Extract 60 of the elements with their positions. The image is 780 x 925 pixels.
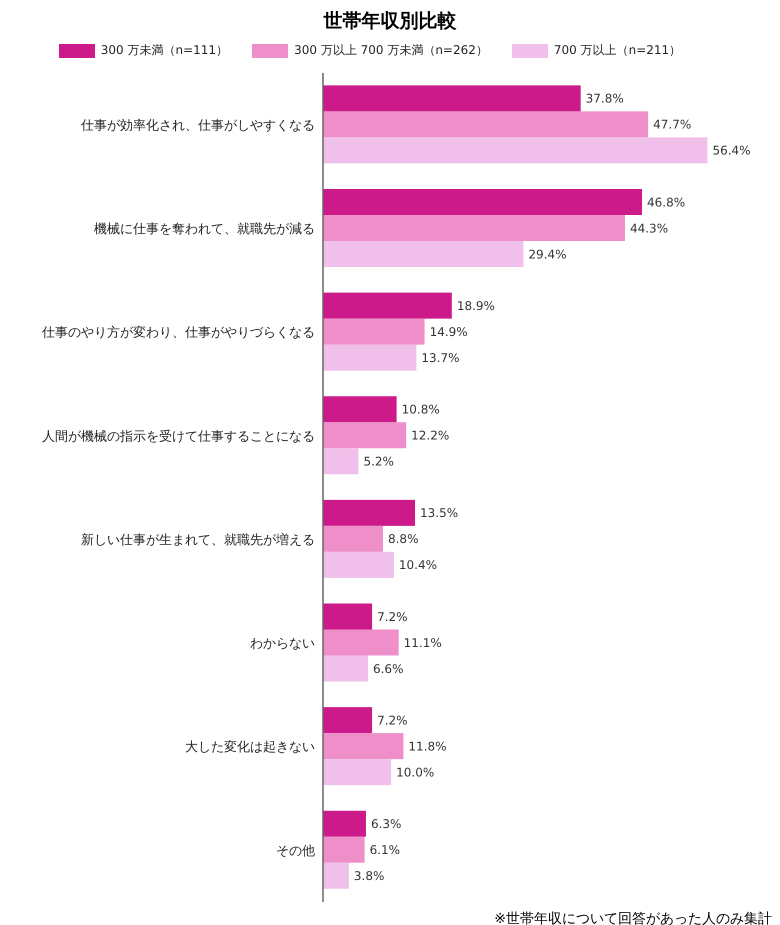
bar [323,396,397,422]
data-label: 56.4% [712,144,751,158]
bar [323,836,365,863]
y-tick-label: 仕事のやり方が変わり、仕事がやりづらくなる [41,324,315,341]
bar [323,759,392,786]
bar [323,526,383,552]
data-label: 10.4% [398,558,438,572]
bar [323,707,372,734]
data-label: 11.1% [404,636,442,650]
y-tick-label: 機械に仕事を奪われて、就職先が減る [94,222,315,238]
data-label: 29.4% [528,247,567,262]
data-label: 12.2% [411,428,450,443]
data-label: 3.8% [354,869,384,884]
bar [323,604,372,630]
bar [323,422,406,448]
bar [323,448,358,474]
legend-label: 300 万未満（n=111） [100,42,228,59]
data-label: 46.8% [647,195,686,210]
y-tick-label: わからない [250,636,315,652]
data-label: 7.2% [377,610,408,624]
data-label: 10.0% [396,765,434,780]
bar [323,85,581,112]
data-label: 7.2% [377,713,408,728]
data-label: 44.3% [630,221,668,236]
bar [323,630,399,656]
bar [323,241,524,268]
legend-label: 300 万以上 700 万未満（n=262） [294,42,488,59]
bar [323,862,349,889]
bar [323,656,368,682]
data-label: 18.9% [456,298,495,313]
y-tick-label: 仕事が効率化され、仕事がしやすくなる [80,117,315,134]
data-label: 13.7% [421,350,460,365]
bar [323,733,404,760]
data-label: 6.3% [370,817,402,832]
data-label: 6.1% [370,843,400,858]
bar [323,344,416,371]
data-label: 6.6% [372,662,404,676]
data-label: 47.7% [653,118,692,132]
bar [323,810,366,837]
y-tick-label: 人間が機械の指示を受けて仕事することになる [42,429,315,444]
bar [323,189,642,216]
bar [323,292,452,319]
legend-label: 700 万以上（n=211） [554,42,682,59]
data-label: 13.5% [420,506,458,520]
y-tick-label: 新しい仕事が生まれて、就職先が増える [81,532,315,548]
data-label: 5.2% [363,454,394,469]
chart-title: 世帯年収別比較 [322,9,458,34]
y-tick-label: その他 [276,844,315,859]
bar [323,111,648,138]
data-label: 37.8% [586,92,624,106]
bar [323,318,425,345]
data-label: 8.8% [388,532,418,546]
y-tick-label: 大した変化は起きない [185,739,315,756]
bar [323,500,416,526]
bar [323,137,708,164]
data-label: 14.9% [430,324,468,339]
data-label: 11.8% [408,739,447,754]
bar [323,552,394,578]
data-label: 10.8% [402,402,440,417]
bar [323,215,625,242]
